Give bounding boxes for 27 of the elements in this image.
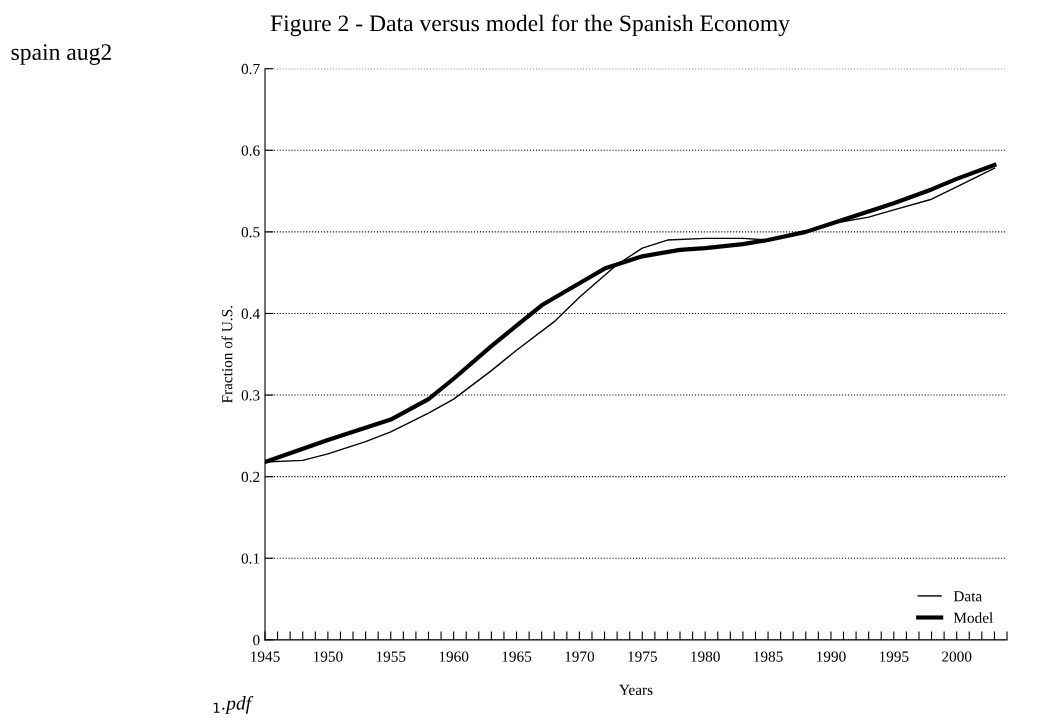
legend-label: Data — [953, 591, 982, 602]
y-tick-label: 0.7 — [241, 63, 260, 75]
x-axis-title: Years — [619, 684, 653, 696]
y-tick-label: 0 — [253, 635, 260, 646]
x-tick-label: 1955 — [376, 651, 406, 662]
x-tick-label: 1970 — [565, 651, 595, 662]
text: $_{1}$.pdf — [213, 695, 254, 714]
y-axis-title: Fraction of U.S. — [221, 306, 233, 404]
x-tick-label: 1995 — [879, 651, 909, 662]
y-tick-label: 0.5 — [241, 227, 260, 238]
x-tick-label: 1985 — [754, 651, 783, 662]
x-tick-label: 1965 — [502, 651, 532, 662]
x-tick-label: 1950 — [313, 651, 343, 662]
y-tick-label: 0.4 — [241, 308, 260, 319]
y-tick-label: 0.3 — [241, 390, 260, 401]
text: spain aug2 — [11, 44, 111, 65]
legend-label: Model — [953, 612, 993, 623]
x-tick-label: 1960 — [439, 651, 469, 662]
y-tick-label: 0.2 — [241, 471, 260, 483]
x-tick-label: 1975 — [628, 651, 657, 662]
y-tick-label: 0.6 — [241, 145, 260, 156]
x-tick-label: 1945 — [251, 651, 280, 662]
chart-title: Figure 2 - Data versus model for the Spanish Economy — [270, 14, 790, 37]
x-tick-label: 2000 — [942, 651, 972, 662]
x-tick-label: 1980 — [691, 651, 720, 662]
y-tick-label: 0.1 — [241, 553, 260, 564]
x-tick-label: 1990 — [817, 651, 846, 662]
